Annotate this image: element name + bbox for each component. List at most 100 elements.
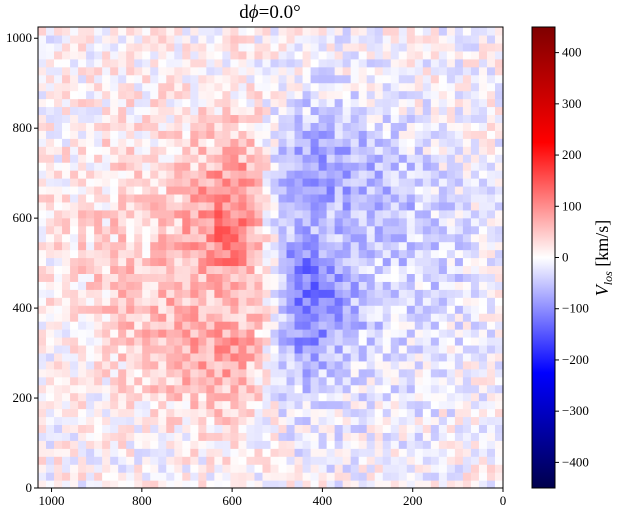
heat-cell xyxy=(198,480,207,489)
heat-cell xyxy=(302,58,312,68)
heat-cell xyxy=(406,400,416,410)
heat-cell xyxy=(486,193,496,203)
heat-cell xyxy=(110,384,119,394)
heat-cell xyxy=(366,27,376,36)
heat-cell xyxy=(326,281,336,290)
heat-cell xyxy=(134,58,143,68)
heat-cell xyxy=(406,360,416,370)
heat-cell xyxy=(254,185,264,195)
heat-cell xyxy=(222,321,232,330)
heat-cell xyxy=(94,233,103,243)
heat-cell xyxy=(494,472,504,481)
heat-cell xyxy=(278,162,288,171)
heat-cell xyxy=(86,162,95,171)
heat-cell xyxy=(246,130,256,139)
heat-cell xyxy=(182,34,191,44)
heat-cell xyxy=(54,201,63,211)
heat-cell xyxy=(326,209,336,219)
heat-cell xyxy=(254,50,264,60)
heat-cell xyxy=(214,162,223,171)
heat-cell xyxy=(430,162,440,171)
heat-cell xyxy=(126,352,135,362)
heat-cell xyxy=(390,408,400,418)
heat-cell xyxy=(406,384,416,394)
heat-cell xyxy=(230,360,240,370)
heat-cell xyxy=(46,185,55,195)
heat-cell xyxy=(350,440,360,449)
heat-cell xyxy=(142,297,151,306)
heat-cell xyxy=(246,225,256,235)
heat-cell xyxy=(38,368,47,378)
heat-cell xyxy=(158,281,167,290)
heat-cell xyxy=(198,58,207,68)
heat-cell xyxy=(142,233,151,243)
heat-cell xyxy=(446,170,456,179)
heat-cell xyxy=(302,305,312,314)
heat-cell xyxy=(342,456,352,465)
heat-cell xyxy=(70,281,79,290)
heat-cell xyxy=(406,448,416,457)
heat-cell xyxy=(150,90,159,100)
heat-cell xyxy=(262,74,272,84)
heat-cell xyxy=(206,130,215,139)
heat-cell xyxy=(158,472,167,481)
heat-cell xyxy=(318,313,328,322)
heat-cell xyxy=(62,154,71,163)
heat-cell xyxy=(494,448,504,457)
heat-cell xyxy=(262,50,272,60)
heat-cell xyxy=(438,321,448,330)
heat-cell xyxy=(190,408,199,418)
heat-cell xyxy=(310,273,320,282)
heat-cell xyxy=(318,122,328,131)
heat-cell xyxy=(222,50,232,60)
heat-cell xyxy=(150,138,159,147)
heat-cell xyxy=(494,74,504,84)
heat-cell xyxy=(334,170,344,179)
heat-cell xyxy=(142,217,151,227)
heat-cell xyxy=(206,432,215,441)
heat-cell xyxy=(118,464,127,473)
heat-cell xyxy=(230,106,240,116)
heat-cell xyxy=(374,344,384,354)
heat-cell xyxy=(78,281,87,290)
heat-cell xyxy=(478,98,488,108)
heat-cell xyxy=(230,321,240,330)
heat-cell xyxy=(214,416,223,426)
heat-cell xyxy=(190,400,199,410)
heat-cell xyxy=(390,360,400,370)
heat-cell xyxy=(150,122,159,131)
heat-cell xyxy=(286,472,296,481)
heat-cell xyxy=(230,74,240,84)
heat-cell xyxy=(246,416,256,426)
heat-cell xyxy=(150,384,159,394)
heat-cell xyxy=(286,329,296,338)
heat-cell xyxy=(198,329,207,338)
heat-cell xyxy=(358,321,368,330)
heat-cell xyxy=(150,448,159,457)
heat-cell xyxy=(54,185,63,195)
heat-cell xyxy=(478,193,488,203)
heat-cell xyxy=(414,154,424,163)
heat-cell xyxy=(246,360,256,370)
heat-cell xyxy=(142,336,151,346)
heat-cell xyxy=(190,170,199,179)
heat-cell xyxy=(206,74,215,84)
heat-cell xyxy=(438,42,448,52)
heat-cell xyxy=(382,400,392,410)
heat-cell xyxy=(302,281,312,290)
heat-cell xyxy=(70,162,79,171)
heat-cell xyxy=(414,249,424,259)
heat-cell xyxy=(286,162,296,171)
heat-cell xyxy=(102,122,111,131)
heat-cell xyxy=(150,170,159,179)
heat-cell xyxy=(262,336,272,346)
heat-cell xyxy=(366,305,376,314)
heat-cell xyxy=(230,480,240,489)
heat-cell xyxy=(334,106,344,116)
heat-cell xyxy=(62,408,71,418)
heat-cell xyxy=(438,400,448,410)
heat-cell xyxy=(86,281,95,290)
heat-cell xyxy=(318,281,328,290)
heat-cell xyxy=(158,209,167,219)
heat-cell xyxy=(182,98,191,108)
